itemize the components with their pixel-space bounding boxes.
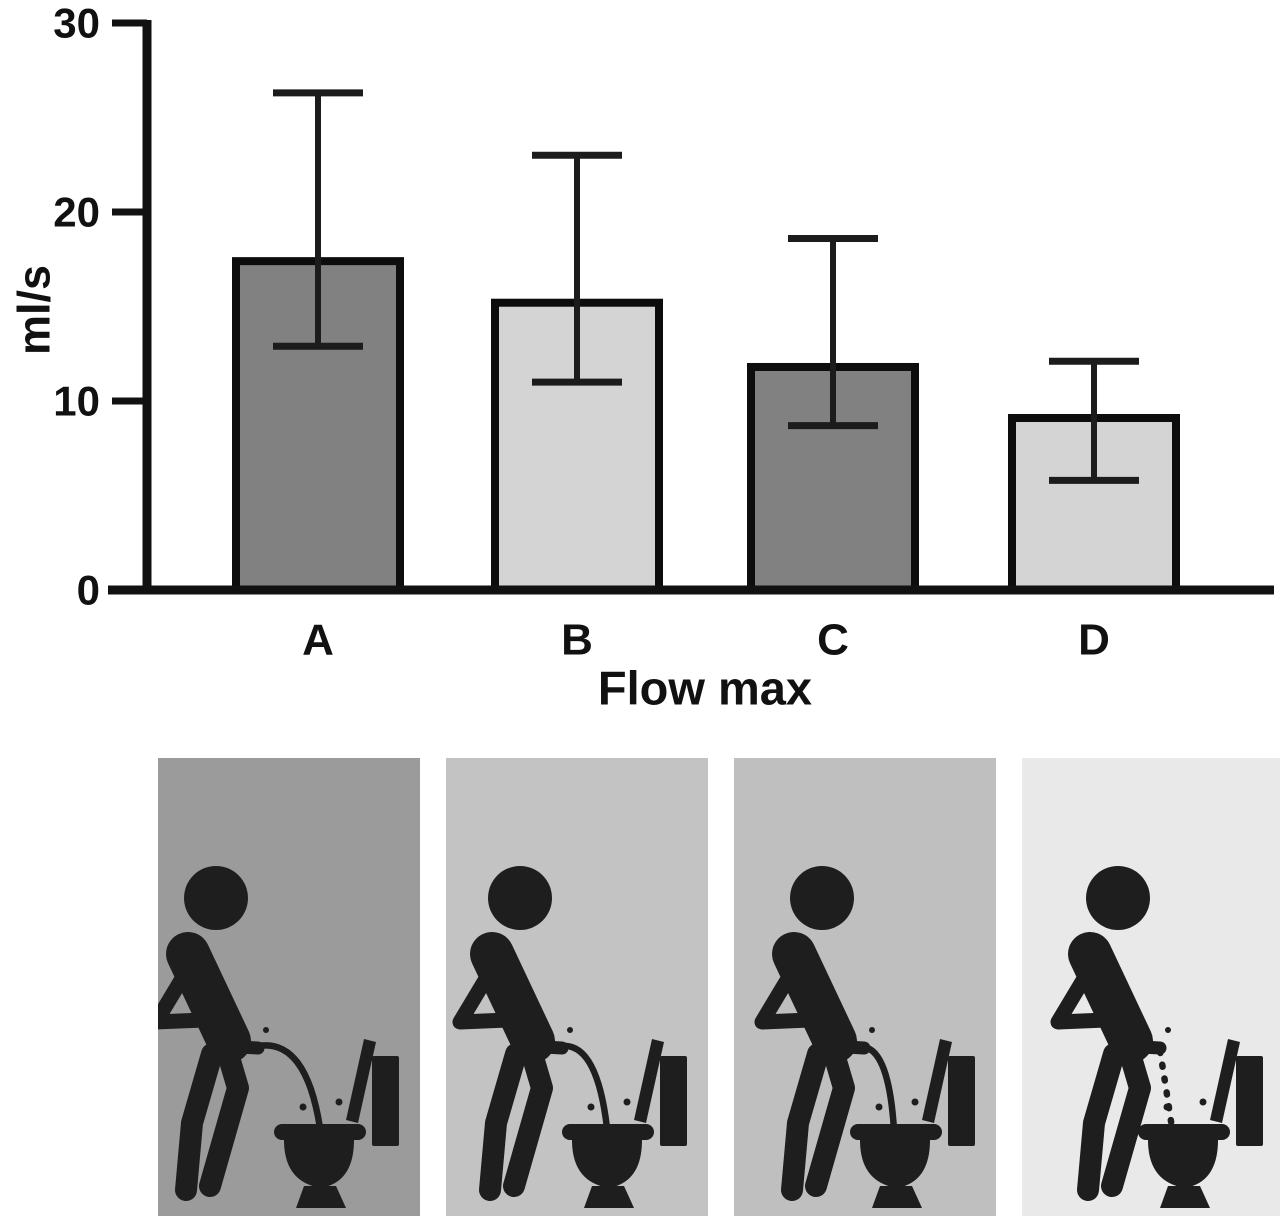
pictogram-panel-C [734, 758, 996, 1216]
toilet-tank [1236, 1056, 1263, 1146]
pictogram-panel-B [446, 758, 708, 1216]
toilet-base [1160, 1186, 1210, 1208]
person-back-leg [1077, 1043, 1125, 1201]
toilet-lid-open [922, 1039, 952, 1123]
splash-dot [875, 1103, 883, 1111]
toilet-icon [1138, 1039, 1263, 1208]
splash-dot [1163, 1103, 1171, 1111]
person-arm [452, 954, 516, 1030]
person-head [488, 866, 552, 930]
splash-dots [869, 1027, 919, 1111]
pictogram-panel-A [158, 758, 420, 1216]
pictogram-row [158, 758, 1280, 1216]
person-figure [754, 866, 871, 1201]
splash-dot [911, 1098, 919, 1106]
pictogram-panel-D [1022, 758, 1280, 1216]
y-tick-label-10: 10 [53, 378, 100, 425]
toilet-lid-open [346, 1039, 376, 1123]
y-axis-title: ml/s [9, 265, 60, 355]
toilet-base [296, 1186, 346, 1208]
person-crotch [233, 1040, 265, 1055]
x-tick-label-C: C [817, 616, 849, 665]
toilet-icon [274, 1039, 399, 1208]
toilet-bowl [284, 1140, 354, 1188]
error-bar-D [1049, 357, 1139, 484]
splash-dot [263, 1027, 269, 1033]
person-front-leg [805, 1043, 855, 1197]
toilet-bowl [1148, 1140, 1218, 1188]
person-arm [1050, 954, 1114, 1030]
toilet-tank [372, 1056, 399, 1146]
person-head [790, 866, 854, 930]
person-arm [158, 954, 212, 1030]
error-bar-C [788, 234, 878, 430]
person-figure [452, 866, 569, 1201]
splash-dot [587, 1103, 595, 1111]
urine-stream-long-arc [254, 1042, 324, 1132]
y-tick-label-30: 30 [53, 0, 100, 47]
person-front-leg [503, 1043, 553, 1197]
error-bar-A [273, 89, 363, 350]
person-front-leg [199, 1043, 249, 1197]
person-arm [754, 954, 818, 1030]
toilet-icon [562, 1039, 687, 1208]
splash-dot [623, 1098, 631, 1106]
toilet-tank [660, 1056, 687, 1146]
splash-dot [299, 1103, 307, 1111]
splash-dot [335, 1098, 343, 1106]
toilet-icon [850, 1039, 975, 1208]
person-back-leg [175, 1043, 223, 1201]
toilet-seat [562, 1124, 654, 1140]
toilet-lid-open [1210, 1039, 1240, 1123]
toilet-bowl [572, 1140, 642, 1188]
flow-max-bar-chart: 0 10 20 30 A B C D Flow max ml/s [9, 0, 1274, 715]
x-tick-label-D: D [1078, 616, 1110, 665]
toilet-seat [850, 1124, 942, 1140]
person-front-leg [1101, 1043, 1151, 1197]
splash-dot [869, 1027, 875, 1033]
bar-D [1008, 414, 1180, 595]
y-tick-label-20: 20 [53, 189, 100, 236]
x-tick-label-A: A [302, 616, 334, 665]
person-back-leg [781, 1043, 829, 1201]
toilet-base [872, 1186, 922, 1208]
x-tick-label-B: B [561, 616, 593, 665]
person-back-leg [479, 1043, 527, 1201]
toilet-lid-open [634, 1039, 664, 1123]
error-bar-B [532, 151, 622, 386]
man-urinating-far-from-toilet-icon [158, 866, 399, 1208]
person-figure [1050, 866, 1167, 1201]
man-urinating-close-to-toilet-icon [754, 866, 975, 1208]
person-figure [158, 866, 265, 1201]
urine-stream-short-arc [860, 1043, 898, 1134]
man-urinating-next-to-toilet-icon [1050, 866, 1263, 1208]
toilet-seat [1138, 1124, 1230, 1140]
urine-stream-medium-arc [558, 1042, 611, 1132]
splash-dots [567, 1027, 631, 1111]
splash-dots [263, 1027, 343, 1111]
splash-dot [1199, 1098, 1207, 1106]
y-tick-label-0: 0 [77, 567, 100, 614]
person-crotch [537, 1040, 569, 1055]
toilet-base [584, 1186, 634, 1208]
person-head [184, 866, 248, 930]
toilet-bowl [860, 1140, 930, 1188]
splash-dot [1165, 1027, 1171, 1033]
toilet-seat [274, 1124, 366, 1140]
splash-dots [1163, 1027, 1207, 1111]
x-axis-title: Flow max [598, 662, 812, 715]
man-urinating-medium-distance-icon [452, 866, 687, 1208]
toilet-tank [948, 1056, 975, 1146]
person-head [1086, 866, 1150, 930]
person-crotch [1135, 1040, 1167, 1055]
splash-dot [567, 1027, 573, 1033]
